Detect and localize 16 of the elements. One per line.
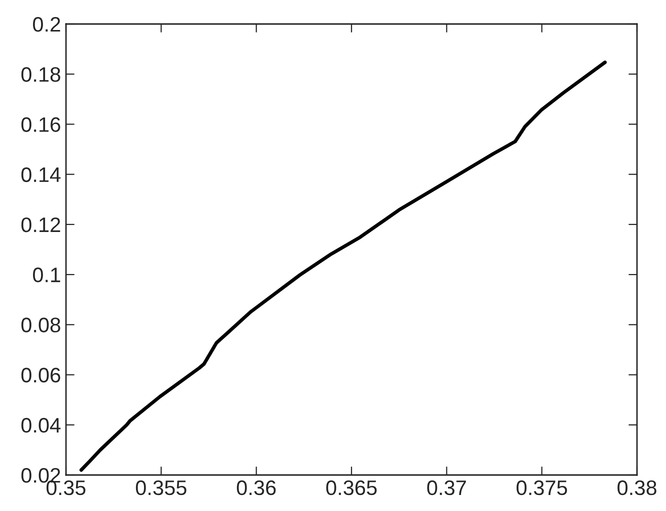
x-tick-label: 0.36 (236, 480, 276, 496)
y-tick-label: 0.12 (21, 217, 60, 232)
y-tick-label: 0.18 (21, 67, 60, 82)
y-tick-label: 0.08 (21, 318, 60, 332)
x-tick-label: 0.37 (427, 480, 466, 496)
y-tick-label: 0.04 (21, 418, 61, 433)
y-tick-label: 0.2 (32, 17, 60, 32)
line-series (79, 60, 607, 472)
y-tick-label: 0.16 (21, 117, 60, 132)
y-tick-label: 0.06 (21, 368, 60, 383)
x-tick-label: 0.38 (618, 480, 656, 496)
x-tick-label: 0.375 (516, 480, 568, 496)
y-tick-label: 0.1 (32, 268, 60, 282)
x-tick-label: 0.365 (326, 480, 377, 496)
y-tick-label: 0.14 (21, 167, 61, 182)
x-tick-label: 0.355 (136, 480, 186, 496)
